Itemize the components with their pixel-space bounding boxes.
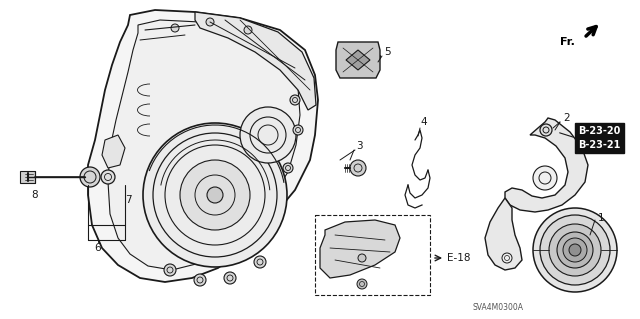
Circle shape <box>143 123 287 267</box>
Text: E-18: E-18 <box>447 253 470 263</box>
Circle shape <box>533 166 557 190</box>
Circle shape <box>549 224 601 276</box>
Circle shape <box>194 274 206 286</box>
Circle shape <box>563 238 587 262</box>
Circle shape <box>240 107 296 163</box>
Circle shape <box>283 163 293 173</box>
Circle shape <box>358 254 366 262</box>
Polygon shape <box>108 20 300 270</box>
Circle shape <box>502 253 512 263</box>
Circle shape <box>101 170 115 184</box>
Text: 6: 6 <box>95 243 101 253</box>
Polygon shape <box>88 10 318 282</box>
Circle shape <box>180 160 250 230</box>
Circle shape <box>293 125 303 135</box>
Circle shape <box>540 124 552 136</box>
Text: Fr.: Fr. <box>559 37 575 47</box>
Text: B-23-20
B-23-21: B-23-20 B-23-21 <box>578 126 620 150</box>
Text: 5: 5 <box>384 47 390 57</box>
Circle shape <box>533 208 617 292</box>
Bar <box>20 171 35 183</box>
Circle shape <box>254 256 266 268</box>
Circle shape <box>171 24 179 32</box>
Text: 1: 1 <box>598 213 605 223</box>
Circle shape <box>80 167 100 187</box>
Circle shape <box>207 187 223 203</box>
Text: 8: 8 <box>32 190 38 200</box>
Circle shape <box>569 244 581 256</box>
Polygon shape <box>102 135 125 168</box>
Circle shape <box>206 18 214 26</box>
Bar <box>315 215 430 295</box>
Polygon shape <box>485 198 522 270</box>
Circle shape <box>244 26 252 34</box>
Text: 3: 3 <box>356 141 363 151</box>
Circle shape <box>557 232 593 268</box>
Circle shape <box>224 272 236 284</box>
Polygon shape <box>195 12 316 110</box>
Polygon shape <box>336 42 380 78</box>
Text: SVA4M0300A: SVA4M0300A <box>472 303 524 313</box>
Circle shape <box>350 160 366 176</box>
Text: 2: 2 <box>563 113 570 123</box>
Polygon shape <box>505 118 588 212</box>
Circle shape <box>357 279 367 289</box>
Polygon shape <box>346 50 370 70</box>
Circle shape <box>290 95 300 105</box>
Circle shape <box>540 215 610 285</box>
Text: 4: 4 <box>420 117 427 127</box>
Circle shape <box>164 264 176 276</box>
Polygon shape <box>320 220 400 278</box>
Text: 7: 7 <box>125 195 131 205</box>
